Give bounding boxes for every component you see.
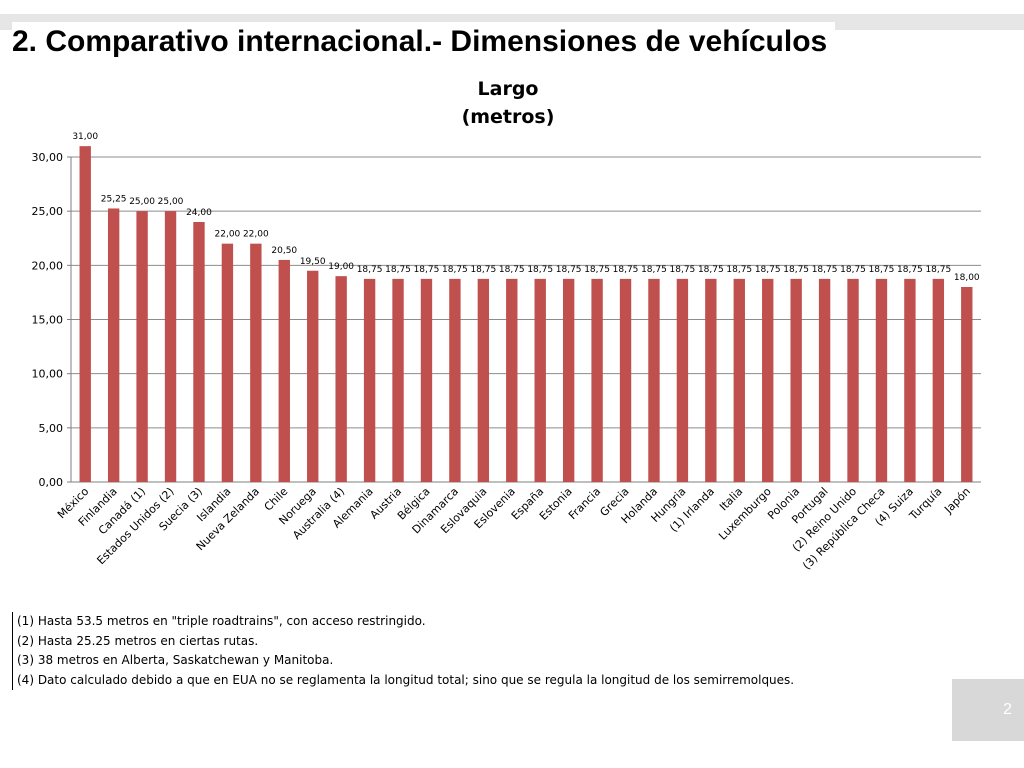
data-label: 18,75 [897, 265, 923, 275]
bar [420, 278, 433, 482]
bar [591, 278, 603, 482]
bar [932, 278, 945, 482]
bar [307, 270, 319, 482]
x-tick-label: Japón [941, 485, 973, 517]
bar [619, 278, 632, 482]
bar [221, 243, 234, 482]
bar [335, 276, 347, 482]
data-label: 22,00 [243, 230, 269, 240]
x-tick-label: Francia [566, 485, 603, 522]
data-label: 18,75 [357, 265, 383, 275]
bar [136, 211, 148, 482]
bar [648, 278, 660, 482]
bar [79, 146, 91, 482]
gridlines [71, 156, 981, 429]
data-label: 25,25 [101, 194, 127, 204]
page-number: 2 [1003, 701, 1012, 718]
data-label: 18,75 [755, 265, 781, 275]
data-label: 19,00 [328, 262, 354, 272]
bar [875, 278, 888, 482]
bar [250, 243, 262, 482]
data-label: 18,75 [470, 265, 496, 275]
data-label: 25,00 [129, 197, 155, 207]
data-label: 22,00 [215, 230, 241, 240]
data-label: 18,75 [726, 265, 752, 275]
bar [847, 278, 859, 482]
y-tick-label: 30,00 [32, 151, 64, 164]
bar [193, 222, 205, 482]
data-label: 19,50 [300, 257, 326, 267]
data-label: 18,75 [442, 265, 468, 275]
bar [904, 278, 916, 482]
y-tick-label: 10,00 [32, 368, 64, 381]
bar [676, 278, 689, 482]
bars [79, 146, 973, 483]
page-number-box: 2 [952, 679, 1024, 741]
data-label: 25,00 [158, 197, 184, 207]
data-label: 18,75 [584, 265, 610, 275]
bar [818, 278, 831, 482]
data-label: 18,75 [385, 265, 411, 275]
bar [762, 278, 774, 482]
data-label: 18,75 [698, 265, 724, 275]
data-label: 31,00 [72, 132, 98, 142]
chart-title: Largo [478, 78, 539, 100]
bar [534, 278, 546, 482]
data-label: 18,75 [527, 265, 553, 275]
footnotes: (1) Hasta 53.5 metros en "triple roadtra… [12, 612, 917, 690]
y-tick-label: 15,00 [32, 314, 64, 327]
footnote-1: (1) Hasta 53.5 metros en "triple roadtra… [17, 614, 426, 628]
data-label: 18,75 [556, 265, 582, 275]
y-tick-label: 0,00 [39, 476, 64, 489]
bar [164, 211, 177, 482]
bar [733, 278, 745, 482]
data-label: 18,75 [925, 265, 951, 275]
y-tick-label: 5,00 [39, 422, 64, 435]
length-bar-chart: Largo (metros) 0,00 5,00 10,00 15,00 20,00 25… [32, 78, 981, 573]
bar [107, 208, 120, 483]
chart-subtitle: (metros) [462, 106, 555, 128]
data-label: 18,75 [869, 265, 895, 275]
bar [506, 278, 518, 482]
data-label: 18,75 [414, 265, 440, 275]
data-label: 24,00 [186, 208, 212, 218]
data-label: 18,75 [840, 265, 866, 275]
data-label: 18,75 [670, 265, 696, 275]
bar [477, 278, 490, 482]
y-tick-label: 20,00 [32, 259, 64, 272]
data-label: 18,75 [499, 265, 525, 275]
data-label: 18,75 [783, 265, 809, 275]
bar [705, 278, 717, 482]
bar [392, 278, 404, 482]
bar [449, 278, 461, 482]
data-label: 20,50 [271, 246, 297, 256]
data-label: 18,75 [641, 265, 667, 275]
data-label: 18,75 [812, 265, 838, 275]
footnote-2: (2) Hasta 25.25 metros en ciertas rutas. [17, 633, 259, 648]
data-label: 18,75 [613, 265, 639, 275]
bar [363, 278, 376, 482]
bar [961, 287, 973, 482]
bar [790, 278, 802, 482]
data-label: 18,00 [954, 273, 980, 283]
bar [562, 278, 575, 482]
slide-title: 2. Comparativo internacional.- Dimension… [12, 22, 836, 62]
footnote-3: (3) 38 metros en Alberta, Saskatchewan y… [17, 653, 334, 667]
bar [278, 259, 290, 482]
footnote-4: (4) Dato calculado debido a que en EUA n… [17, 672, 795, 687]
y-tick-label: 25,00 [32, 205, 64, 218]
